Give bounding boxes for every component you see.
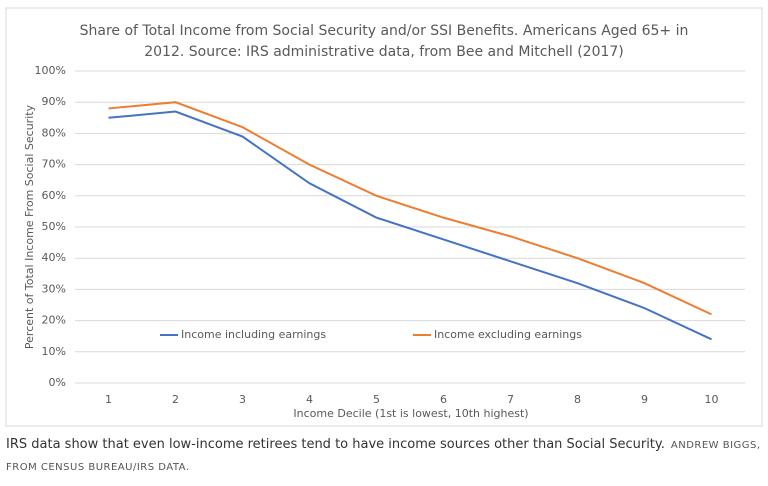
x-tick-label: 4 [306, 393, 313, 406]
x-tick-label: 1 [105, 393, 112, 406]
chart-title: Share of Total Income from Social Securi… [80, 23, 689, 39]
chart-subtitle: 2012. Source: IRS administrative data, f… [144, 44, 624, 60]
series-line [108, 110, 712, 341]
caption: IRS data show that even low-income retir… [6, 434, 762, 478]
series-line [108, 101, 712, 316]
x-tick-label: 6 [440, 393, 447, 406]
x-tick-label: 10 [705, 393, 719, 406]
y-axis-label: Percent of Total Income From Social Secu… [23, 104, 36, 349]
x-tick-label: 9 [641, 393, 648, 406]
y-tick-label: 70% [42, 158, 66, 171]
caption-text: IRS data show that even low-income retir… [6, 437, 665, 452]
y-tick-label: 50% [42, 220, 66, 233]
legend-label: Income including earnings [181, 328, 326, 341]
y-tick-label: 90% [42, 95, 66, 108]
legend-label: Income excluding earnings [434, 328, 582, 341]
y-tick-label: 0% [49, 376, 66, 389]
y-tick-label: 10% [42, 345, 66, 358]
x-tick-label: 8 [574, 393, 581, 406]
x-tick-label: 5 [373, 393, 380, 406]
x-tick-label: 3 [239, 393, 246, 406]
y-tick-label: 30% [42, 282, 66, 295]
y-tick-label: 40% [42, 251, 66, 264]
y-tick-label: 80% [42, 126, 66, 139]
credit: ANDREW BIGGS, FROM CENSUS BUREAU/IRS DAT… [6, 440, 761, 473]
chart-frame [5, 7, 763, 427]
y-tick-label: 20% [42, 314, 66, 327]
x-axis-label: Income Decile (1st is lowest, 10th highe… [293, 407, 528, 420]
chart: Share of Total Income from Social Securi… [5, 7, 763, 427]
y-tick-label: 100% [35, 64, 66, 77]
x-tick-label: 2 [172, 393, 179, 406]
x-tick-label: 7 [507, 393, 514, 406]
y-tick-label: 60% [42, 189, 66, 202]
